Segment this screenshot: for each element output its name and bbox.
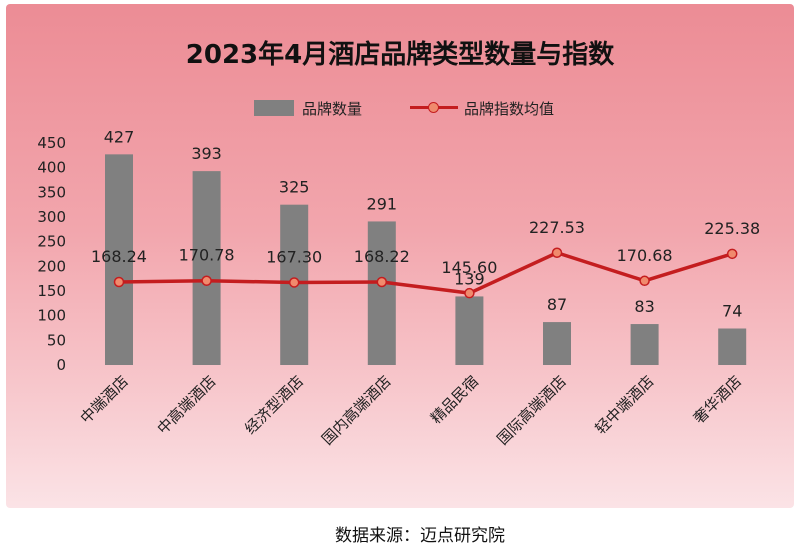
bar-value-label: 427 <box>104 127 135 146</box>
line-point <box>639 275 650 287</box>
bar-value-label: 325 <box>279 178 310 197</box>
y-tick-label: 400 <box>37 159 66 177</box>
line-point <box>464 287 475 299</box>
chart-title: 2023年4月酒店品牌类型数量与指数 <box>185 40 615 70</box>
bars <box>105 154 747 365</box>
bar <box>455 296 484 365</box>
y-tick-label: 450 <box>37 134 66 152</box>
legend-line-swatch <box>410 100 458 116</box>
bar-value-label: 74 <box>722 301 742 320</box>
line-value-label: 227.53 <box>529 218 585 237</box>
x-tick-label: 经济型酒店 <box>241 372 307 438</box>
line-point <box>201 275 212 286</box>
y-tick-label: 150 <box>37 282 66 300</box>
chart-background <box>6 4 794 508</box>
bar <box>192 171 221 365</box>
line-value-label: 168.22 <box>354 247 410 266</box>
y-tick-label: 350 <box>37 183 66 201</box>
bar-value-label: 87 <box>547 295 567 314</box>
y-tick-label: 100 <box>37 307 66 325</box>
bar-value-labels: 427 393 325 291 139 87 83 74 <box>104 127 743 320</box>
line-point <box>288 277 300 288</box>
x-tick-label: 精品民宿 <box>427 372 482 427</box>
index-line-path <box>118 251 733 295</box>
y-tick-label: 0 <box>56 356 66 374</box>
line-point <box>113 276 125 288</box>
line-value-label: 170.78 <box>179 246 235 265</box>
source-note: 数据来源：迈点研究院 <box>335 526 505 546</box>
bar-value-label: 291 <box>367 194 398 213</box>
bar <box>543 322 571 365</box>
bar <box>105 154 133 365</box>
legend-item-bar: 品牌数量 <box>254 96 362 120</box>
x-tick-label: 轻中端酒店 <box>592 372 658 438</box>
x-tick-label: 国际高端酒店 <box>493 372 569 448</box>
legend: 品牌数量 品牌指数均值 <box>0 96 800 120</box>
legend-bar-swatch <box>254 100 294 116</box>
x-axis: 中端酒店 中高端酒店 经济型酒店 国内高端酒店 精品民宿 国际高端酒店 轻中端酒店 奢华酒店 <box>77 372 745 448</box>
line-value-label: 168.24 <box>91 247 147 266</box>
bar-value-label: 139 <box>454 269 485 288</box>
line-point <box>376 276 388 288</box>
line-point <box>726 248 738 260</box>
line-point <box>551 247 563 259</box>
legend-bar-label: 品牌数量 <box>302 99 363 118</box>
y-tick-label: 50 <box>47 331 66 349</box>
bar <box>718 328 747 365</box>
y-tick-label: 300 <box>37 208 66 226</box>
line-value-label: 145.60 <box>441 258 497 277</box>
line-value-label: 225.38 <box>704 219 760 238</box>
line-value-label: 170.68 <box>617 246 673 265</box>
y-axis: 0 50 100 150 200 250 300 350 400 450 <box>37 134 66 374</box>
bar-value-label: 393 <box>191 144 222 163</box>
legend-item-line: 品牌指数均值 <box>410 96 554 120</box>
x-tick-label: 中端酒店 <box>77 372 132 427</box>
x-tick-label: 奢华酒店 <box>690 372 745 427</box>
x-tick-label: 国内高端酒店 <box>318 372 394 448</box>
x-tick-label: 中高端酒店 <box>154 372 220 438</box>
line-value-labels: 168.24 170.78 167.30 168.22 145.60 227.53 170.… <box>91 218 760 277</box>
y-tick-label: 250 <box>37 233 66 251</box>
line-value-label: 167.30 <box>266 247 322 266</box>
bar-value-label: 83 <box>634 297 654 316</box>
index-line <box>113 247 738 299</box>
bar <box>630 324 659 365</box>
bar <box>367 221 396 365</box>
legend-line-label: 品牌指数均值 <box>464 99 555 118</box>
y-tick-label: 200 <box>37 257 66 275</box>
